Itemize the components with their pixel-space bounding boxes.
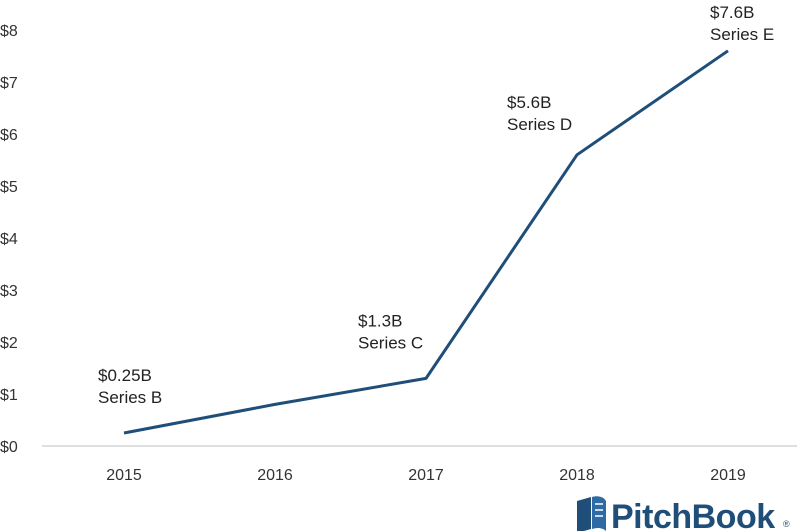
y-tick-label: $4 bbox=[0, 231, 18, 248]
y-axis-ticks: $0 $1 $2 $3 $4 $5 $6 $7 $8 bbox=[0, 23, 18, 456]
data-label-round: Series D bbox=[507, 115, 572, 134]
data-label-round: Series E bbox=[710, 25, 774, 44]
x-tick-label: 2018 bbox=[559, 467, 595, 484]
x-tick-label: 2019 bbox=[710, 467, 746, 484]
y-tick-label: $3 bbox=[0, 283, 18, 300]
x-tick-label: 2017 bbox=[408, 467, 444, 484]
y-tick-label: $1 bbox=[0, 387, 18, 404]
series-line bbox=[123, 49, 729, 435]
y-tick-label: $5 bbox=[0, 179, 18, 196]
registered-mark: ® bbox=[783, 519, 790, 529]
pitchbook-logo: PitchBook ® bbox=[577, 496, 790, 531]
logo-text: PitchBook bbox=[611, 498, 775, 531]
y-tick-label: $0 bbox=[0, 439, 18, 456]
data-label-round: Series C bbox=[358, 333, 423, 352]
y-tick-label: $8 bbox=[0, 23, 18, 40]
data-label-round: Series B bbox=[98, 388, 162, 407]
x-tick-label: 2016 bbox=[257, 467, 293, 484]
book-icon bbox=[577, 496, 606, 531]
data-label-value: $0.25B bbox=[98, 366, 152, 385]
x-tick-label: 2015 bbox=[106, 467, 142, 484]
data-label-value: $7.6B bbox=[710, 3, 754, 22]
y-tick-label: $7 bbox=[0, 75, 18, 92]
data-label-value: $5.6B bbox=[507, 93, 551, 112]
data-annotations: $0.25B Series B $1.3B Series C $5.6B Series D… bbox=[98, 3, 774, 407]
y-tick-label: $2 bbox=[0, 335, 18, 352]
data-label-value: $1.3B bbox=[358, 311, 402, 330]
x-axis-ticks: 2015 2016 2017 2018 2019 bbox=[106, 467, 746, 484]
y-tick-label: $6 bbox=[0, 127, 18, 144]
